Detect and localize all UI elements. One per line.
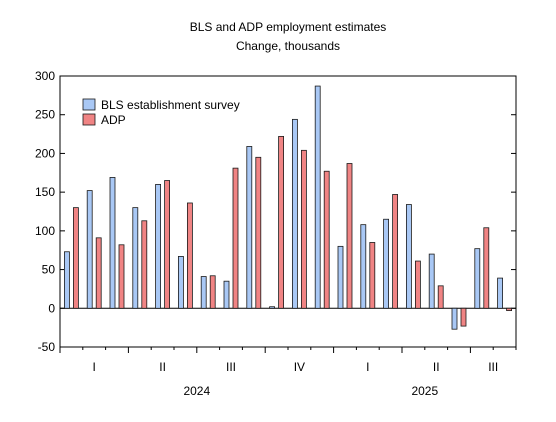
bar-adp xyxy=(164,180,171,309)
bar-bls xyxy=(497,277,504,309)
y-tick-label: 150 xyxy=(35,185,55,199)
bar-bls xyxy=(246,146,253,309)
x-tick-label: III xyxy=(226,360,236,374)
legend-swatch xyxy=(82,113,96,126)
bar-adp xyxy=(369,242,376,309)
legend-swatch xyxy=(82,98,96,111)
bar-adp xyxy=(346,163,353,309)
y-tick-label: 0 xyxy=(48,301,55,315)
bar-bls xyxy=(405,204,412,309)
bar-bls xyxy=(132,207,139,309)
bar-adp xyxy=(483,227,490,309)
bar-adp xyxy=(118,244,125,309)
year-label: 2025 xyxy=(411,384,438,398)
x-tick-label: II xyxy=(159,360,166,374)
bar-bls xyxy=(360,224,367,309)
y-tick-label: 250 xyxy=(35,108,55,122)
bar-adp xyxy=(255,156,262,309)
bar-bls xyxy=(177,256,184,309)
bar-adp xyxy=(73,207,79,309)
bar-bls xyxy=(64,251,70,309)
year-label: 2024 xyxy=(183,384,210,398)
bars xyxy=(64,85,513,330)
y-tick-label: 300 xyxy=(35,69,55,83)
x-tick-label: IV xyxy=(294,360,305,374)
bar-adp xyxy=(186,202,193,309)
bar-bls xyxy=(383,218,390,309)
y-tick-label: 200 xyxy=(35,146,55,160)
legend-label: BLS establishment survey xyxy=(101,98,240,112)
bar-adp xyxy=(506,307,513,312)
bar-adp xyxy=(278,135,285,309)
bar-adp xyxy=(392,194,399,309)
bar-adp xyxy=(300,149,307,309)
bar-adp xyxy=(414,260,421,309)
y-tick-label: -50 xyxy=(38,340,56,354)
x-tick-label: III xyxy=(488,360,498,374)
bar-bls xyxy=(86,190,93,309)
legend-label: ADP xyxy=(101,113,126,127)
bar-bls xyxy=(200,276,207,309)
y-tick-label: 100 xyxy=(35,224,55,238)
bar-bls xyxy=(109,177,116,309)
bar-bls xyxy=(428,253,435,309)
y-tick-label: 50 xyxy=(42,263,56,277)
bar-adp xyxy=(141,220,148,309)
chart-title: BLS and ADP employment estimates xyxy=(190,20,387,34)
x-tick-label: I xyxy=(366,360,369,374)
bar-adp xyxy=(209,275,216,309)
bar-adp xyxy=(95,237,102,309)
bar-adp xyxy=(437,285,444,309)
bar-bls xyxy=(337,245,344,309)
bar-bls xyxy=(269,306,276,309)
bar-bls xyxy=(451,307,458,330)
bar-adp xyxy=(232,167,239,309)
plot-frame xyxy=(59,75,517,348)
bar-bls xyxy=(155,183,162,309)
x-tick-label: II xyxy=(433,360,440,374)
chart-subtitle: Change, thousands xyxy=(236,39,340,53)
bar-adp xyxy=(323,170,330,309)
bar-bls xyxy=(291,118,298,309)
bar-adp xyxy=(460,307,467,327)
x-tick-label: I xyxy=(93,360,96,374)
bar-bls xyxy=(314,85,321,309)
bar-bls xyxy=(223,280,230,309)
bar-bls xyxy=(474,248,481,309)
